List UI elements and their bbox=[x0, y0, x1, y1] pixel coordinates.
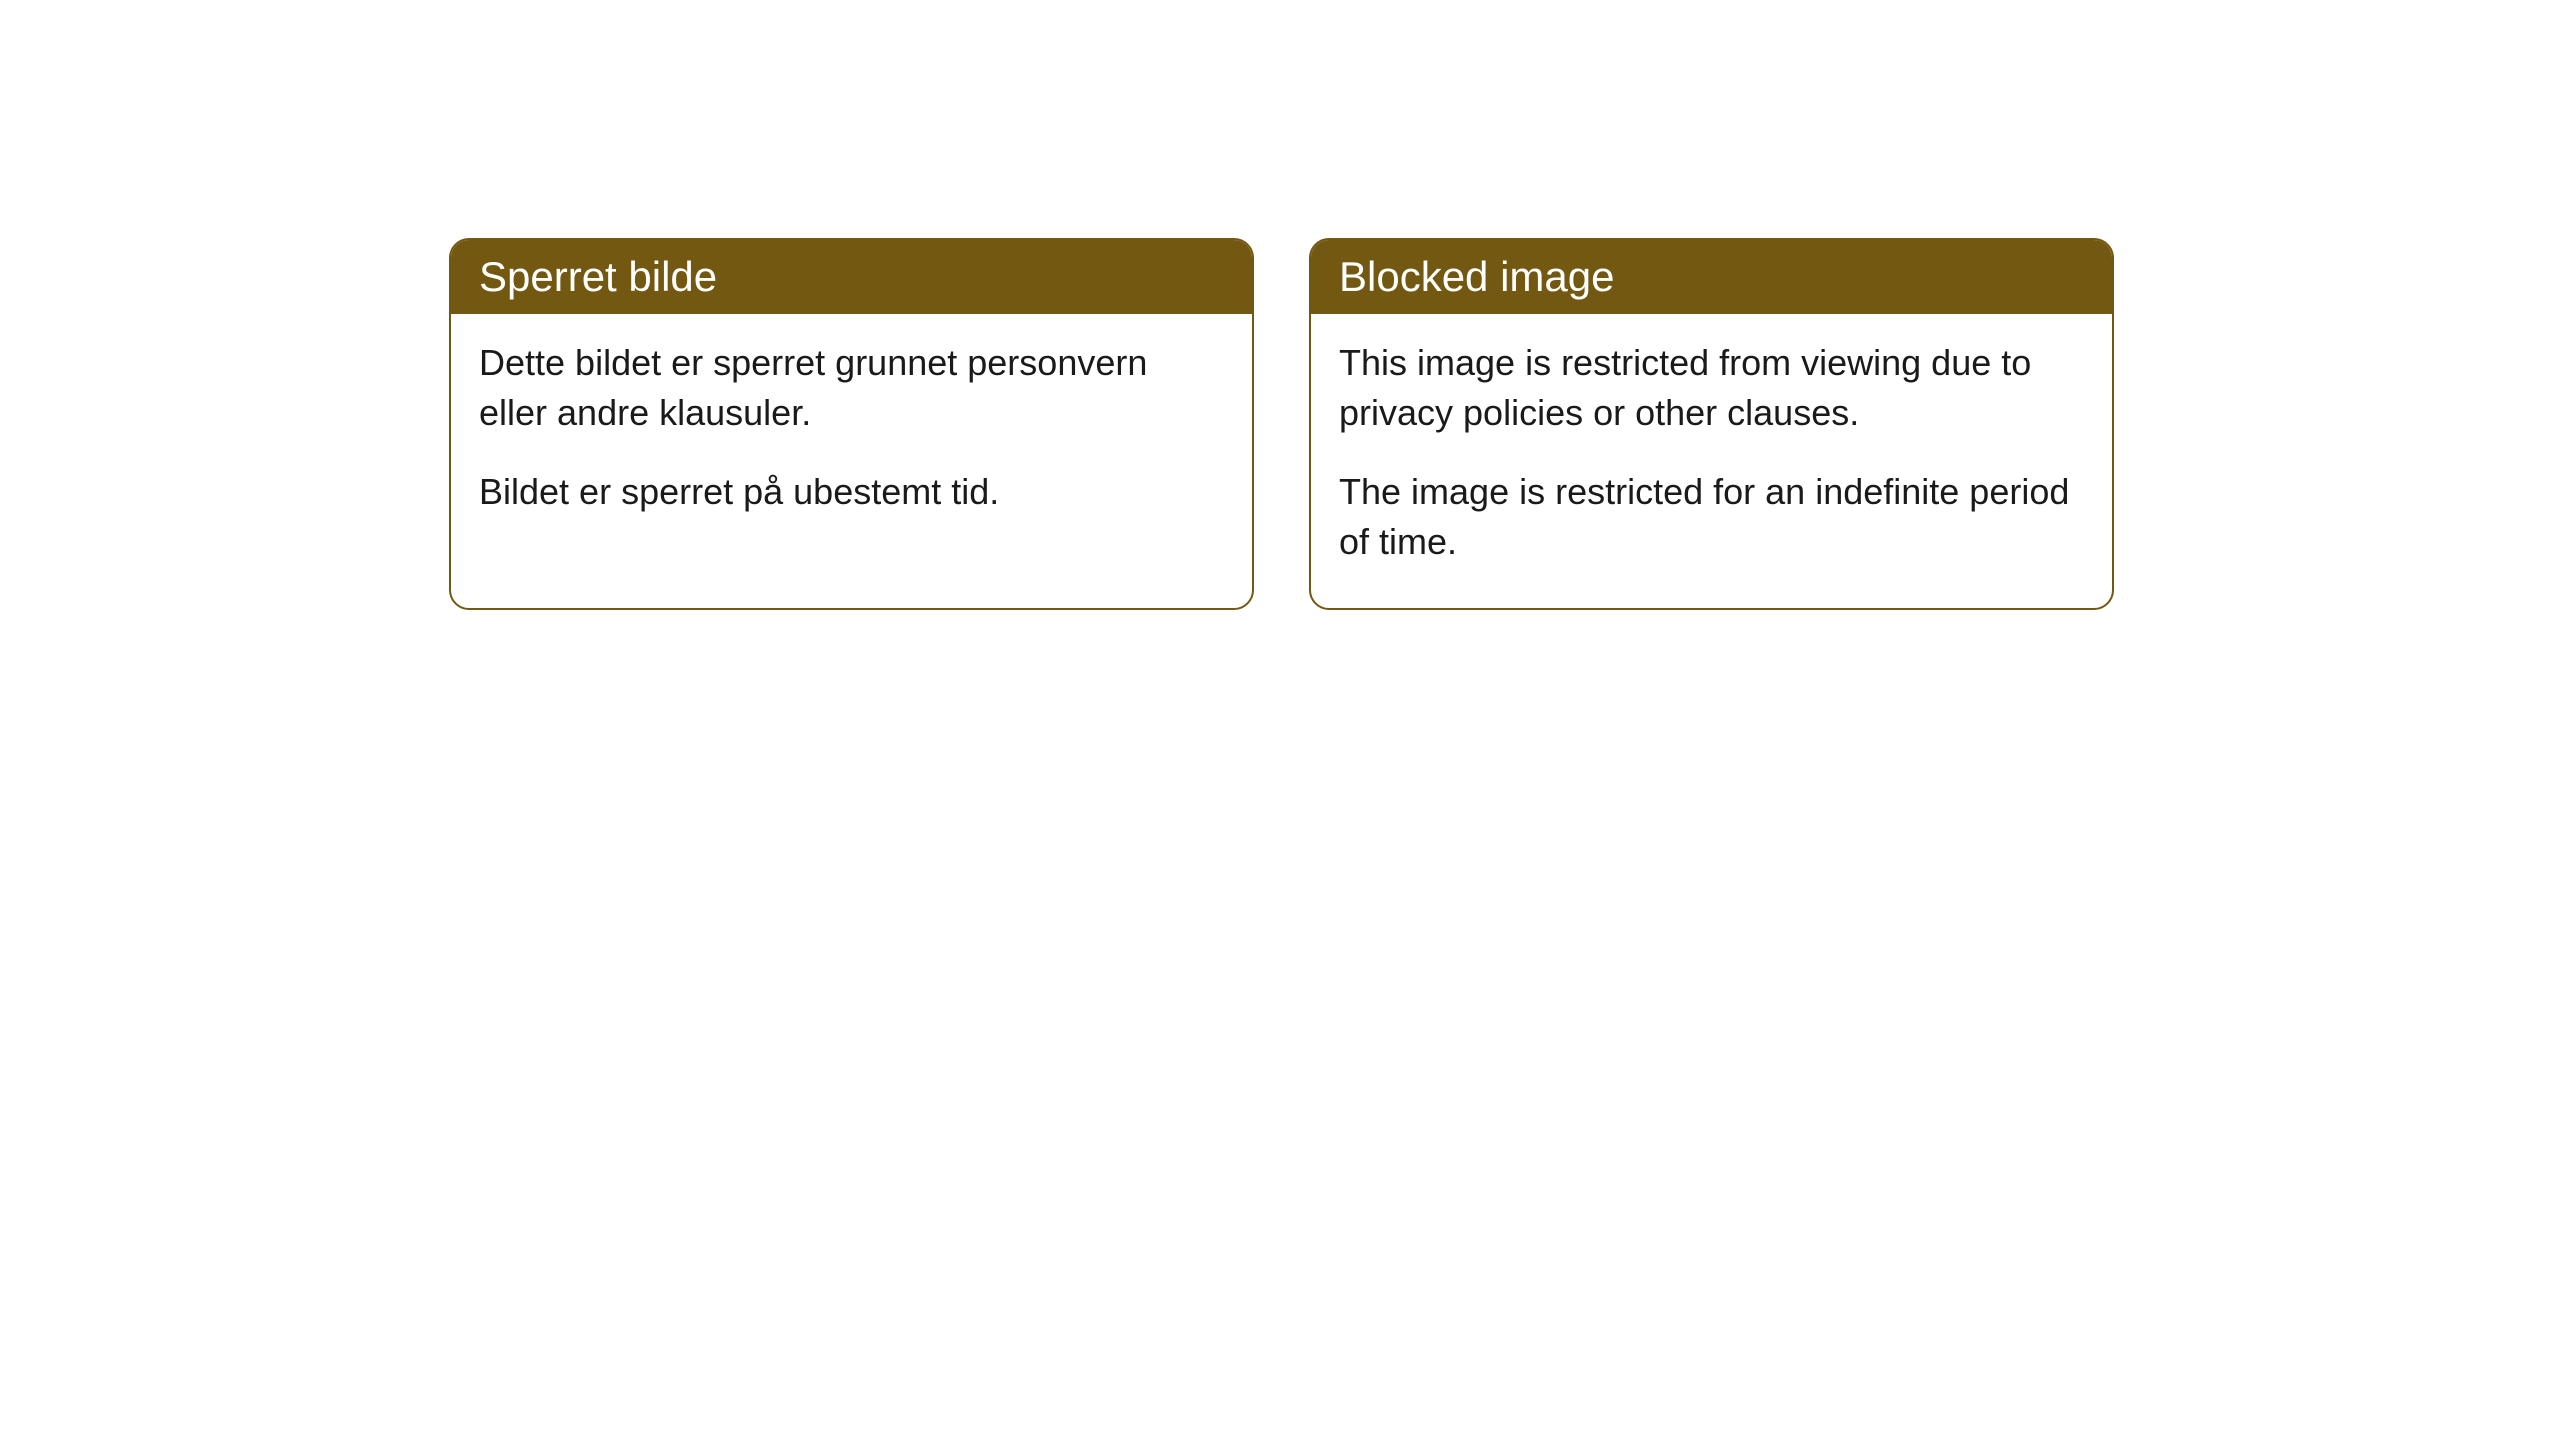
card-paragraph-1-english: This image is restricted from viewing du… bbox=[1339, 338, 2084, 439]
card-title-norwegian: Sperret bilde bbox=[479, 253, 717, 300]
blocked-image-card-norwegian: Sperret bilde Dette bildet er sperret gr… bbox=[449, 238, 1254, 610]
card-paragraph-2-norwegian: Bildet er sperret på ubestemt tid. bbox=[479, 467, 1224, 517]
blocked-image-card-english: Blocked image This image is restricted f… bbox=[1309, 238, 2114, 610]
card-body-norwegian: Dette bildet er sperret grunnet personve… bbox=[451, 314, 1252, 557]
card-title-english: Blocked image bbox=[1339, 253, 1614, 300]
card-body-english: This image is restricted from viewing du… bbox=[1311, 314, 2112, 608]
card-paragraph-2-english: The image is restricted for an indefinit… bbox=[1339, 467, 2084, 568]
card-header-english: Blocked image bbox=[1311, 240, 2112, 314]
card-paragraph-1-norwegian: Dette bildet er sperret grunnet personve… bbox=[479, 338, 1224, 439]
card-header-norwegian: Sperret bilde bbox=[451, 240, 1252, 314]
cards-container: Sperret bilde Dette bildet er sperret gr… bbox=[449, 238, 2114, 610]
